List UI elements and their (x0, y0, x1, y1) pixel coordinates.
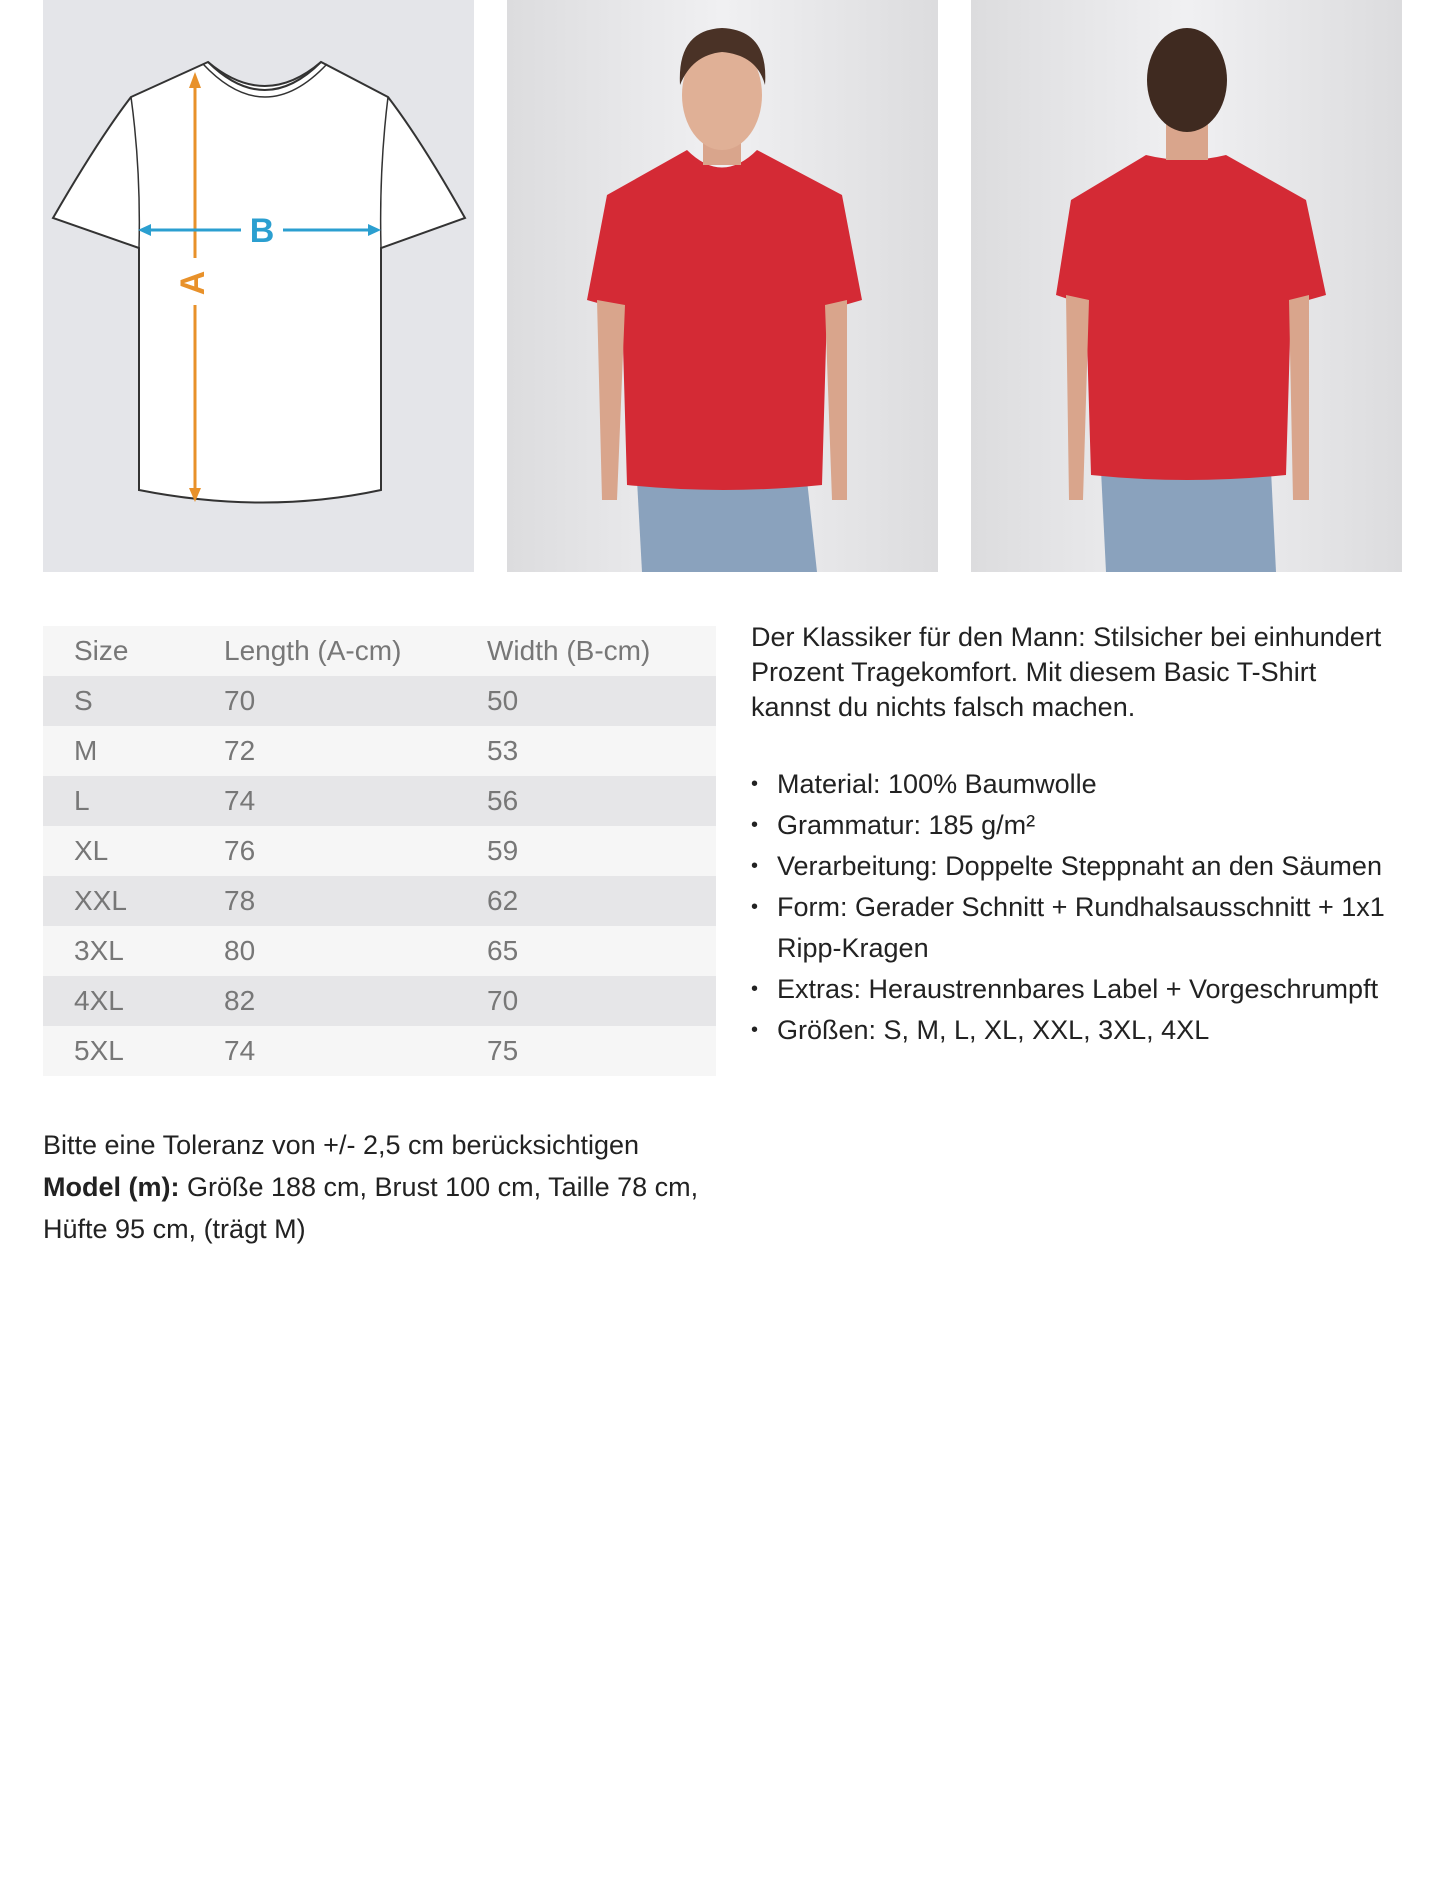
model-front-photo (507, 0, 938, 572)
label-b: B (250, 212, 275, 250)
feature-item: Extras: Heraustrennbares Label + Vorge­s… (751, 969, 1401, 1010)
product-description: Der Klassiker für den Mann: Stilsicher b… (751, 622, 1382, 722)
header-size: Size (74, 635, 129, 666)
length-cell: 80 (224, 935, 256, 966)
length-cell: 74 (224, 785, 256, 816)
table-row: S 70 50 (43, 676, 716, 726)
width-cell: 65 (487, 935, 519, 966)
length-cell: 76 (224, 835, 256, 866)
size-cell: M (74, 735, 98, 766)
length-cell: 82 (224, 985, 256, 1016)
tolerance-note: Bitte eine Toleranz von +/- 2,5 cm berüc… (43, 1130, 640, 1160)
width-cell: 56 (487, 785, 519, 816)
table-row: 5XL 74 75 (43, 1026, 716, 1076)
feature-item: Größen: S, M, L, XL, XXL, 3XL, 4XL (751, 1010, 1401, 1051)
header-length: Length (A-cm) (224, 635, 402, 666)
fit-note: Bitte eine Toleranz von +/- 2,5 cm berüc… (43, 1124, 733, 1250)
table-row: 3XL 80 65 (43, 926, 716, 976)
table-row: XXL 78 62 (43, 876, 716, 926)
size-cell: XXL (74, 885, 127, 916)
size-cell: 5XL (74, 1035, 124, 1066)
table-row: M 72 53 (43, 726, 716, 776)
size-cell: 3XL (74, 935, 124, 966)
model-label: Model (m): (43, 1172, 180, 1202)
width-cell: 75 (487, 1035, 519, 1066)
length-cell: 72 (224, 735, 256, 766)
width-cell: 62 (487, 885, 519, 916)
feature-item: Grammatur: 185 g/m² (751, 805, 1401, 846)
feature-item: Form: Gerader Schnitt + Rundhalsausschni… (751, 887, 1401, 969)
feature-item: Material: 100% Baumwolle (751, 764, 1401, 805)
size-diagram: A B (43, 0, 474, 572)
size-cell: S (74, 685, 93, 716)
label-a: A (174, 271, 212, 296)
table-row: L 74 56 (43, 776, 716, 826)
model-info: Model (m): Größe 188 cm, Brust 100 cm, T… (43, 1166, 733, 1250)
size-cell: 4XL (74, 985, 124, 1016)
width-cell: 70 (487, 985, 519, 1016)
table-row: 4XL 82 70 (43, 976, 716, 1026)
length-cell: 74 (224, 1035, 256, 1066)
model-back-photo (971, 0, 1402, 572)
size-cell: L (74, 785, 90, 816)
feature-item: Verarbeitung: Doppelte Steppnaht an den … (751, 846, 1401, 887)
width-cell: 50 (487, 685, 519, 716)
table-header-row: Size Length (A-cm) Width (B-cm) (43, 626, 716, 676)
length-cell: 70 (224, 685, 256, 716)
length-cell: 78 (224, 885, 256, 916)
width-cell: 53 (487, 735, 519, 766)
size-table: Size Length (A-cm) Width (B-cm) S 70 50 M 7… (43, 626, 716, 1076)
width-cell: 59 (487, 835, 519, 866)
header-width: Width (B-cm) (487, 635, 651, 666)
length-arrow (189, 72, 201, 502)
feature-list: Material: 100% Baumwolle Grammatur: 185 … (751, 764, 1401, 1051)
size-cell: XL (74, 835, 109, 866)
model-measurements: Größe 188 cm, Brust 100 cm, Taille 78 cm… (43, 1172, 699, 1244)
tshirt-outline: A B (51, 60, 467, 504)
table-row: XL 76 59 (43, 826, 716, 876)
width-arrow (138, 224, 381, 236)
